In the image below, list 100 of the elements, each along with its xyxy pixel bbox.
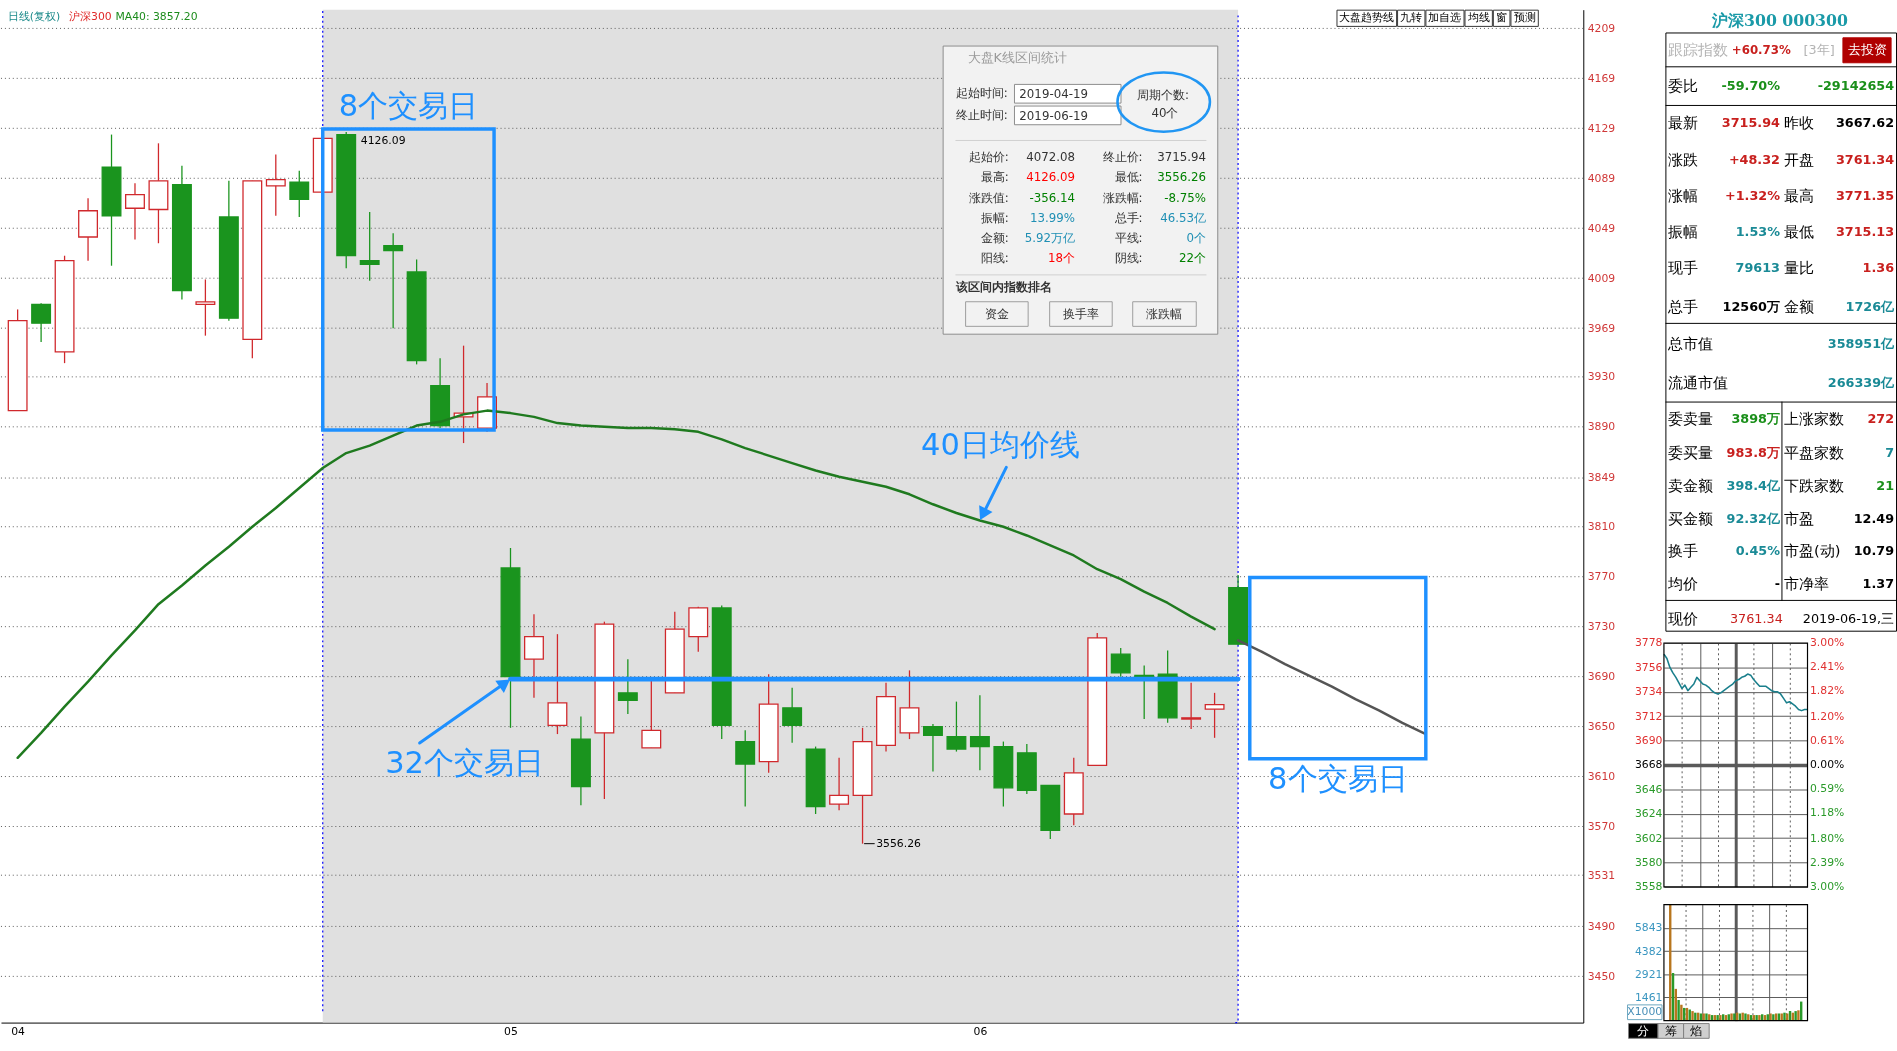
text: 涨幅: [1667, 186, 1698, 204]
text: -: [1774, 576, 1780, 592]
text: 现价: [1667, 610, 1698, 628]
annotation: 涨跌幅:: [1102, 190, 1143, 205]
text: 2019-06-19,三: [1802, 611, 1895, 627]
annotation: 13.99%: [1030, 211, 1076, 226]
text: 下跌家数: [1783, 476, 1844, 494]
text: 换手: [1667, 541, 1698, 559]
annotation: 阴线:: [1114, 251, 1143, 266]
y-tick-label: 5843: [1634, 921, 1663, 935]
y-tick-label: 3610: [1587, 769, 1616, 783]
text: 3715.94: [1721, 115, 1781, 131]
y-tick-label: 3778: [1634, 636, 1663, 650]
text: 12.49: [1853, 510, 1895, 526]
annotation: 大盘趋势线: [1339, 11, 1395, 25]
annotation: 22个: [1179, 251, 1207, 266]
y-tick-label: 3650: [1587, 720, 1616, 734]
y-tick-label: 4089: [1587, 171, 1616, 185]
text: 总市值: [1666, 334, 1713, 352]
y-tick-label: 4049: [1587, 221, 1616, 235]
y2-tick-label: 2.41%: [1809, 660, 1845, 674]
chart-title: 日线(复权): [7, 10, 61, 24]
y-tick-label: 2921: [1634, 967, 1663, 981]
annotation: 4126.09: [360, 133, 406, 147]
y2-tick-label: 1.18%: [1809, 806, 1845, 820]
annotation: 起始时间:: [955, 86, 1008, 101]
text: 272: [1867, 411, 1895, 427]
y2-tick-label: 0.00%: [1809, 758, 1845, 772]
annotation: 2019-04-19: [1019, 86, 1088, 101]
text: 0.45%: [1735, 542, 1781, 558]
text: 跟踪指数: [1667, 40, 1728, 58]
text: 分: [1637, 1023, 1650, 1038]
annotation: 0个: [1186, 231, 1207, 246]
text: 市盈(动): [1783, 541, 1841, 559]
y-tick-label: 3690: [1634, 733, 1663, 747]
text: 10.79: [1853, 542, 1895, 558]
text: -59.70%: [1721, 78, 1781, 94]
annotation: 3556.26: [1157, 170, 1207, 185]
text: 3761.34: [1729, 611, 1783, 627]
y-tick-label: 4009: [1587, 271, 1616, 285]
text: 7: [1885, 445, 1895, 461]
x-tick-label: 04: [11, 1024, 26, 1038]
y-tick-label: 3490: [1587, 919, 1616, 933]
text: 开盘: [1783, 150, 1814, 168]
x-tick-label: 06: [973, 1024, 988, 1038]
text: 1.36: [1862, 260, 1895, 276]
annotation: 8个交易日: [338, 88, 479, 124]
text: 涨跌: [1667, 150, 1698, 168]
annotation: 46.53亿: [1160, 211, 1207, 226]
text: 振幅: [1667, 223, 1698, 241]
annotation: 40日均价线: [921, 426, 1080, 462]
annotation: 平线:: [1114, 231, 1143, 246]
y-tick-label: 3756: [1634, 660, 1663, 674]
text: 3898万: [1731, 411, 1780, 427]
annotation: 4126.09: [1026, 170, 1076, 185]
y-tick-label: 3450: [1587, 969, 1616, 983]
annotation: 终止价:: [1102, 150, 1143, 165]
annotation: 最低:: [1114, 170, 1143, 185]
y2-tick-label: 0.59%: [1809, 782, 1845, 796]
y2-tick-label: 1.80%: [1809, 831, 1845, 845]
text: 筹: [1664, 1023, 1677, 1038]
y-tick-label: 3849: [1587, 471, 1616, 485]
annotation: 涨跌幅: [1146, 306, 1183, 321]
text: 沪深300 000300: [1711, 10, 1848, 30]
text: 量比: [1783, 259, 1814, 277]
text: 最低: [1783, 223, 1814, 241]
annotation: 周期个数:: [1137, 88, 1190, 103]
text: 委比: [1667, 77, 1698, 94]
text: 平盘家数: [1783, 444, 1844, 462]
annotation: 金额:: [980, 231, 1009, 246]
text: X1000: [1627, 1005, 1663, 1019]
annotation: 32个交易日: [385, 744, 544, 780]
y-tick-label: 3810: [1587, 520, 1616, 534]
annotation: 该区间内指数排名: [954, 280, 1052, 295]
y-tick-label: 3580: [1634, 855, 1663, 869]
annotation: 振幅:: [980, 211, 1009, 226]
text: 3715.13: [1835, 224, 1895, 240]
y2-tick-label: 1.82%: [1809, 684, 1845, 698]
y-tick-label: 3570: [1587, 819, 1616, 833]
text: 金额: [1783, 297, 1814, 315]
annotation: MA40: 3857.20: [115, 10, 198, 24]
text: 983.8万: [1726, 445, 1780, 461]
y2-tick-label: 3.00%: [1809, 880, 1845, 894]
annotation: 终止时间:: [955, 108, 1008, 123]
text: 358951亿: [1827, 335, 1896, 351]
annotation: 涨跌值:: [968, 190, 1009, 205]
annotation: 18个: [1048, 251, 1076, 266]
annotation: -356.14: [1029, 190, 1076, 205]
annotation: 均线: [1466, 11, 1490, 25]
annotation: 起始价:: [968, 150, 1009, 165]
y-tick-label: 4382: [1634, 944, 1663, 958]
y-tick-label: 3531: [1587, 868, 1616, 882]
text: [3年]: [1803, 41, 1835, 57]
y-tick-label: 3890: [1587, 420, 1616, 434]
text: 266339亿: [1827, 375, 1896, 391]
text: 总手: [1666, 297, 1698, 315]
text: 委卖量: [1667, 410, 1713, 428]
text: 卖金额: [1667, 476, 1713, 494]
text: 大盘K线区间统计: [967, 50, 1067, 66]
annotation: 窗: [1496, 11, 1508, 25]
